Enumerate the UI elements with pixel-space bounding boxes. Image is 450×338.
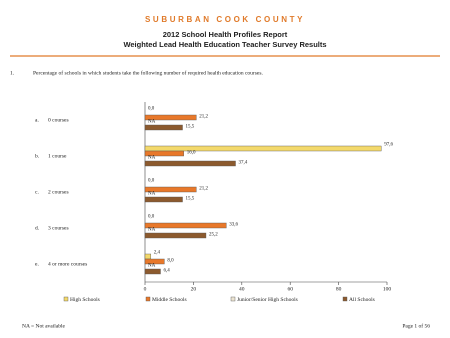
category-label: 4 or more courses (48, 261, 87, 267)
value-label: 15,5 (186, 197, 195, 202)
value-label: NA (148, 228, 156, 233)
value-label: 15,5 (186, 125, 195, 130)
bar (144, 253, 152, 260)
legend-label: Junior/Senior High Schools (237, 297, 298, 303)
report-subtitle: Weighted Lead Health Education Teacher S… (123, 40, 326, 49)
bar (144, 160, 236, 167)
legend-label: High Schools (70, 297, 100, 303)
legend-swatch (63, 296, 69, 302)
category-marker: d. (35, 225, 40, 231)
value-label: 37,4 (239, 161, 248, 166)
legend-swatch (342, 296, 348, 302)
value-label: 6,4 (163, 269, 170, 274)
value-label: 0,0 (148, 215, 155, 220)
bar (144, 114, 197, 121)
legend-label: All Schools (349, 297, 375, 303)
bar (144, 186, 197, 193)
value-label: 21,2 (199, 187, 208, 192)
bar (144, 145, 382, 152)
value-label: 0,0 (148, 107, 155, 112)
bar (144, 124, 183, 131)
category-marker: a. (35, 117, 39, 123)
bar (144, 232, 207, 239)
value-label: 21,2 (199, 115, 208, 120)
category-label: 0 courses (48, 117, 69, 123)
category-label: 2 courses (48, 189, 69, 195)
value-label: NA (148, 264, 156, 269)
x-tick-label: 40 (239, 286, 245, 292)
category-label: 1 course (48, 153, 67, 159)
value-label: 25,2 (209, 233, 218, 238)
value-label: 0,0 (148, 179, 155, 184)
x-tick-label: 100 (383, 286, 392, 292)
value-label: NA (148, 156, 156, 161)
category-label: 3 courses (48, 225, 69, 231)
x-tick-label: 0 (144, 286, 147, 292)
category-marker: b. (35, 153, 40, 159)
brand: SUBURBAN COOK COUNTY (145, 15, 305, 24)
legend-label: Middle Schools (152, 297, 187, 303)
question-text: Percentage of schools in which students … (33, 69, 263, 76)
category-marker: e. (35, 261, 39, 267)
bar (144, 258, 165, 265)
value-label: 2,4 (154, 251, 161, 256)
x-tick-label: 80 (336, 286, 342, 292)
legend-swatch (230, 296, 236, 302)
footnote: NA = Not available (22, 323, 66, 329)
question-number: 1. (10, 70, 15, 76)
legend-swatch (145, 296, 151, 302)
value-label: 16,0 (187, 151, 196, 156)
bar (144, 150, 184, 157)
value-label: NA (148, 192, 156, 197)
category-marker: c. (35, 189, 39, 195)
value-label: 8,0 (167, 259, 174, 264)
page-number: Page 1 of 56 (402, 322, 430, 329)
value-label: 33,6 (229, 223, 238, 228)
x-tick-label: 20 (191, 286, 197, 292)
value-label: NA (148, 120, 156, 125)
bar (144, 268, 161, 275)
bar (144, 196, 183, 203)
value-label: 97,6 (384, 143, 393, 148)
x-tick-label: 60 (287, 286, 293, 292)
report-title: 2012 School Health Profiles Report (163, 30, 288, 39)
bar (144, 222, 227, 229)
